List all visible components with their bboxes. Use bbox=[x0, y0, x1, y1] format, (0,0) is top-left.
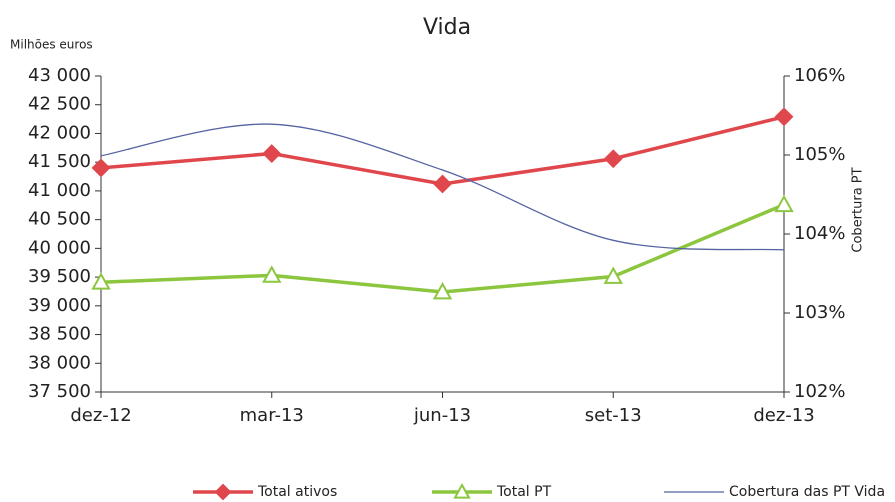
y-tick-label: 40 500 bbox=[28, 209, 91, 230]
x-tick-label: jun-13 bbox=[413, 405, 471, 426]
y-tick-label: 37 500 bbox=[28, 381, 91, 402]
y-tick-label: 38 500 bbox=[28, 324, 91, 345]
data-point bbox=[91, 272, 111, 290]
y-tick-label: 38 000 bbox=[28, 352, 91, 373]
y2-tick-label: 102% bbox=[794, 381, 845, 402]
legend-label: Cobertura das PT Vida bbox=[729, 484, 885, 500]
y-tick-label: 41 000 bbox=[28, 180, 91, 201]
legend-marker bbox=[453, 482, 471, 499]
y-axis-label: Milhões euros bbox=[10, 38, 93, 52]
data-point bbox=[433, 174, 452, 194]
x-tick-label: mar-13 bbox=[240, 405, 304, 426]
data-point bbox=[603, 266, 623, 284]
y2-tick-label: 106% bbox=[794, 65, 845, 86]
series-line bbox=[100, 115, 785, 186]
data-point bbox=[774, 107, 794, 127]
y-tick-label: 42 000 bbox=[28, 122, 91, 143]
y-tick-label: 40 000 bbox=[28, 237, 91, 258]
y2-tick-label: 104% bbox=[794, 223, 845, 244]
y-tick-label: 39 000 bbox=[28, 295, 91, 316]
data-point bbox=[262, 144, 282, 163]
series-line bbox=[100, 123, 785, 251]
y-tick-label: 39 500 bbox=[28, 266, 91, 287]
data-point bbox=[91, 158, 111, 178]
y2-tick-label: 103% bbox=[794, 302, 845, 323]
x-tick-label: dez-13 bbox=[753, 405, 814, 426]
data-point bbox=[262, 265, 282, 283]
legend-label: Total ativos bbox=[257, 484, 337, 500]
x-tick-label: set-13 bbox=[585, 405, 642, 426]
chart-title: Vida bbox=[423, 15, 471, 40]
y-tick-label: 42 500 bbox=[28, 94, 91, 115]
y-tick-label: 41 500 bbox=[28, 151, 91, 172]
y2-axis-label: Cobertura PT bbox=[851, 167, 866, 252]
legend-marker bbox=[214, 483, 232, 501]
x-tick-label: dez-12 bbox=[70, 405, 131, 426]
data-point bbox=[603, 149, 623, 169]
data-point bbox=[432, 281, 453, 300]
legend-label: Total PT bbox=[496, 484, 552, 500]
data-point bbox=[774, 194, 794, 213]
y-tick-label: 43 000 bbox=[28, 65, 91, 86]
y2-tick-label: 105% bbox=[794, 144, 845, 165]
